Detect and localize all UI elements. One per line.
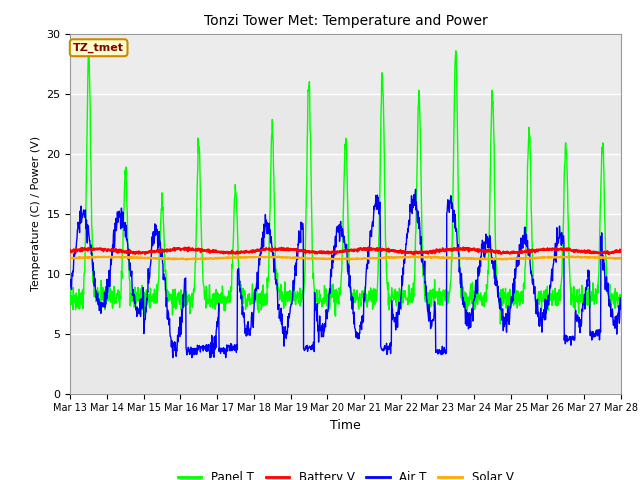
Bar — [70, 154, 621, 214]
Text: TZ_tmet: TZ_tmet — [73, 43, 124, 53]
Y-axis label: Temperature (C) / Power (V): Temperature (C) / Power (V) — [31, 136, 41, 291]
X-axis label: Time: Time — [330, 419, 361, 432]
Bar — [70, 34, 621, 94]
Title: Tonzi Tower Met: Temperature and Power: Tonzi Tower Met: Temperature and Power — [204, 14, 488, 28]
Bar — [70, 274, 621, 334]
Legend: Panel T, Battery V, Air T, Solar V: Panel T, Battery V, Air T, Solar V — [173, 466, 518, 480]
